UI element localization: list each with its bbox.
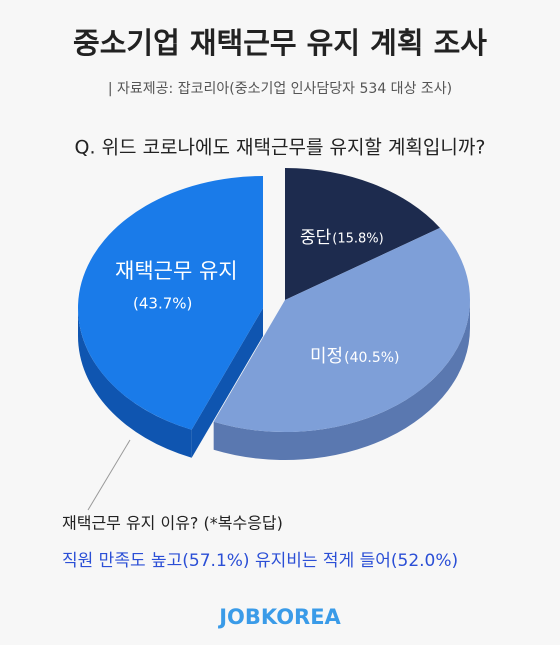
pie-slice [77,176,263,430]
annotation: 직원 만족도 높고(57.1%) 유지비는 적게 들어(52.0%) [62,551,458,571]
pie-slice [285,168,440,300]
source: | 자료제공: 잡코리아(중소기업 인사담당자 534 대상 조사) [108,81,452,97]
connector [87,439,131,511]
pie-slice [213,227,471,433]
annotation: 재택근무 유지 이유? (*복수응답) [62,514,283,533]
pie-side [78,308,192,458]
slice-label: 중단 [300,228,332,248]
pie-cut [191,308,263,458]
slice-value-label: (15.8%) [332,232,383,247]
pie-side [213,300,470,461]
title: 중소기업 재택근무 유지 계획 조사 [73,26,487,60]
pie: 중단 (15.8%) 미정 (40.5%) 재택근무 유지 (43.7%) [77,168,471,461]
slice-label: 재택근무 유지 [115,259,238,283]
slice-value-label: (43.7%) [133,295,192,313]
slice-value-label: (40.5%) [344,350,399,366]
question: Q. 위드 코로나에도 재택근무를 유지할 계획입니까? [75,137,486,159]
brand: JOBKOREA [217,605,341,629]
slice-label: 미정 [310,346,343,367]
